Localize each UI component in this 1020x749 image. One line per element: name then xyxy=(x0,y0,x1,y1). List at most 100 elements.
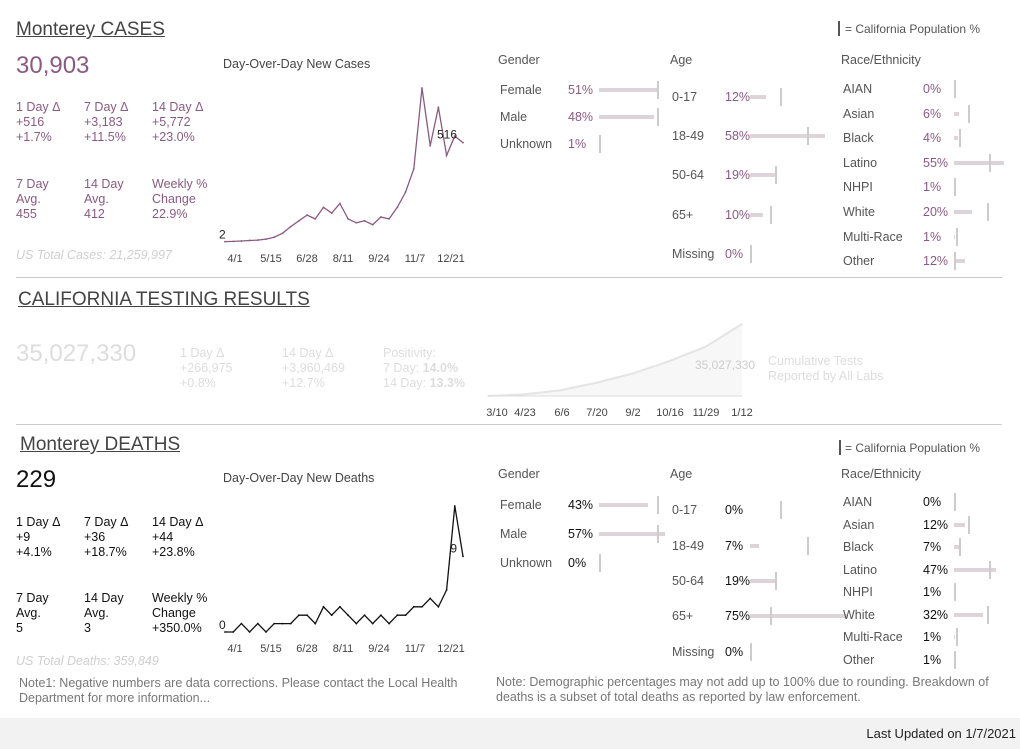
age-ca-marker xyxy=(769,206,772,224)
race-ca-marker xyxy=(989,560,992,579)
race-bar xyxy=(954,635,955,639)
cases-x-tick: 6/28 xyxy=(296,253,317,265)
cases-avg-14day: 14 Day Avg. 412 xyxy=(84,177,124,221)
race-pct: 1% xyxy=(923,630,942,644)
deaths-gender-header: Gender xyxy=(498,467,540,481)
gender-label: Unknown xyxy=(500,137,553,151)
age-label: 50-64 xyxy=(672,574,704,588)
race-pct: 7% xyxy=(923,540,942,554)
gender-ca-marker xyxy=(656,108,659,126)
cases-point xyxy=(314,218,317,220)
deaths-avg-7day: 7 Day Avg. 5 xyxy=(16,591,49,635)
race-pct: 0% xyxy=(923,82,942,96)
gender-bar xyxy=(599,503,649,507)
age-bar xyxy=(750,173,775,177)
note-2: Note: Demographic percentages may not ad… xyxy=(496,675,989,704)
deaths-point xyxy=(445,589,448,591)
race-bar xyxy=(954,545,961,549)
race-pct: 1% xyxy=(923,180,942,195)
deaths-title[interactable]: Monterey DEATHS xyxy=(20,434,181,455)
cases-end-label: 516 xyxy=(437,128,457,142)
age-bar xyxy=(750,134,826,138)
race-label: Asian xyxy=(843,517,875,532)
cases-point xyxy=(421,87,423,89)
race-ca-marker xyxy=(989,153,992,172)
deaths-end-label: 9 xyxy=(450,541,457,555)
deaths-point xyxy=(355,622,358,625)
race-ca-marker xyxy=(954,650,956,669)
gender-bar xyxy=(599,115,655,119)
deaths-point xyxy=(224,631,226,633)
cases-point xyxy=(396,206,399,209)
cases-point xyxy=(404,191,407,193)
age-pct: 75% xyxy=(725,609,751,623)
deaths-x-tick: 11/7 xyxy=(405,643,426,655)
deaths-line-chart: 4/1 5/15 6/28 8/11 9/24 11/7 12/21 0 9 xyxy=(219,505,465,655)
tests-area-chart: 3/10 4/23 6/6 7/20 9/2 10/16 11/29 1/12 35,027,3… xyxy=(486,323,755,419)
age-pct: 7% xyxy=(725,539,744,553)
testing-title[interactable]: CALIFORNIA TESTING RESULTS xyxy=(18,289,310,310)
deaths-x-tick: 6/28 xyxy=(296,643,317,655)
cases-point xyxy=(224,240,226,243)
footer-bar: Last Updated on 1/7/2021 xyxy=(0,718,1020,749)
race-pct: 20% xyxy=(923,205,949,219)
cases-point xyxy=(445,154,448,157)
race-label: Multi-Race xyxy=(843,229,903,244)
tests-x-tick: 7/20 xyxy=(586,407,607,419)
deaths-race-header: Race/Ethnicity xyxy=(841,467,921,481)
race-pct: 1% xyxy=(923,652,942,667)
age-bar xyxy=(750,213,763,217)
deaths-point xyxy=(256,622,259,625)
deaths-point xyxy=(281,622,284,625)
race-ca-marker xyxy=(954,80,957,98)
gender-label: Female xyxy=(500,498,542,512)
age-ca-marker xyxy=(774,166,777,184)
deaths-start-label: 0 xyxy=(219,618,226,632)
deaths-point xyxy=(412,605,415,608)
cases-point xyxy=(330,212,333,215)
cases-title[interactable]: Monterey CASES xyxy=(16,19,165,40)
deaths-point xyxy=(289,622,292,625)
race-pct: 12% xyxy=(923,517,949,532)
race-ca-marker xyxy=(967,515,970,534)
race-ca-marker xyxy=(954,493,957,511)
cases-point xyxy=(412,167,415,170)
race-ca-marker xyxy=(954,178,957,197)
deaths-point xyxy=(338,605,341,608)
gender-ca-marker xyxy=(656,525,659,543)
tests-point xyxy=(704,345,707,348)
deaths-point xyxy=(363,614,366,617)
cases-race-header: Race/Ethnicity xyxy=(841,53,921,67)
age-pct: 12% xyxy=(725,90,751,104)
deaths-point xyxy=(297,614,300,617)
race-pct: 4% xyxy=(923,131,942,146)
race-ca-marker xyxy=(987,203,990,221)
tests-point xyxy=(632,372,634,375)
gender-ca-marker xyxy=(656,496,659,514)
race-label: Latino xyxy=(843,155,878,170)
cases-line-chart: 4/1 5/15 6/28 8/11 9/24 11/7 12/21 2 516 xyxy=(219,87,465,265)
cases-x-tick: 12/21 xyxy=(437,253,465,265)
deaths-point xyxy=(265,631,267,633)
race-bar xyxy=(954,210,972,214)
cases-total: 30,903 xyxy=(16,52,90,79)
deaths-weekly-change: Weekly % Change +350.0% xyxy=(152,591,208,635)
gender-ca-marker xyxy=(599,554,601,572)
race-label: Multi-Race xyxy=(843,630,903,644)
deaths-point xyxy=(330,614,333,617)
race-pct: 1% xyxy=(923,229,942,244)
gender-pct: 43% xyxy=(568,498,594,512)
legend-ca-text-deaths: = California Population % xyxy=(845,441,981,455)
race-label: Black xyxy=(843,540,874,554)
cases-point xyxy=(306,214,308,216)
cases-avg-7day: 7 Day Avg. 455 xyxy=(16,177,49,221)
deaths-point xyxy=(248,631,251,633)
deaths-point xyxy=(314,622,317,625)
deaths-point xyxy=(322,605,325,608)
cases-chart-title: Day-Over-Day New Cases xyxy=(223,57,371,71)
deaths-stat-1day: 1 Day Δ +9 +4.1% xyxy=(16,515,61,559)
gender-bar xyxy=(599,88,658,92)
age-bar xyxy=(750,544,760,548)
age-ca-marker xyxy=(750,245,752,263)
deaths-point xyxy=(273,622,276,625)
